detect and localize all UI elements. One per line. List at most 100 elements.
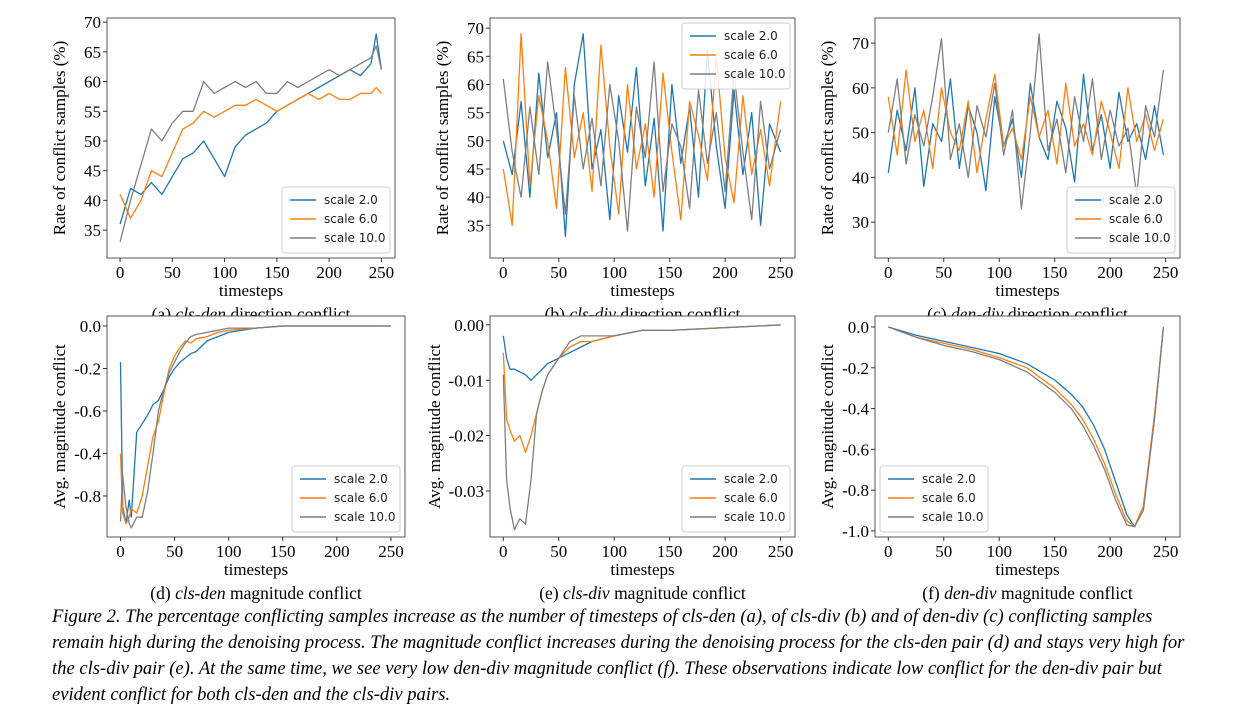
x-tick-label: 250 <box>768 542 794 561</box>
subplot-f: 0 50 100 150 200 250 0.0 -0.2 -0.4 -0.6 -0.8 -1.0 ti… <box>818 315 1181 603</box>
legend-label: scale 6.0 <box>724 48 778 62</box>
series-line-scale-6-0 <box>887 69 1165 174</box>
figure-caption: Figure 2. The percentage conflicting sam… <box>52 606 1185 705</box>
legend-label: scale 2.0 <box>324 193 378 207</box>
subplot-caption: (f) den-div magnitude conflict <box>922 583 1133 603</box>
series-line-scale-10-0 <box>888 326 1165 528</box>
y-tick-label: -0.03 <box>449 482 484 501</box>
legend-label: scale 2.0 <box>724 472 778 486</box>
series-line-scale-10-0 <box>502 61 782 232</box>
legend-label: scale 6.0 <box>1109 212 1163 226</box>
subplot-a: 0 50 100 150 200 250 35 40 45 50 55 60 65 70 timesteps… <box>50 13 396 324</box>
legend: scale 2.0 scale 6.0 scale 10.0 <box>291 465 401 533</box>
y-tick-label: 0.00 <box>454 316 484 335</box>
series-line-scale-6-0 <box>119 325 391 525</box>
caption-part: den-div <box>944 583 997 603</box>
legend-frame <box>291 465 401 533</box>
x-tick-label: 0 <box>116 263 125 282</box>
x-tick-label: 50 <box>935 542 952 561</box>
y-tick-label: 0.0 <box>848 318 869 337</box>
series-line-scale-10-0 <box>119 325 391 529</box>
x-tick-label: 250 <box>1153 263 1179 282</box>
legend: scale 2.0 scale 6.0 scale 10.0 <box>879 465 989 533</box>
y-tick-label: -1.0 <box>842 522 869 541</box>
x-tick-label: 150 <box>1042 263 1068 282</box>
x-tick-label: 0 <box>499 263 508 282</box>
x-tick-label: 250 <box>369 263 395 282</box>
x-tick-label: 200 <box>712 542 738 561</box>
y-tick-label: 60 <box>852 79 869 98</box>
x-tick-label: 100 <box>601 542 627 561</box>
x-tick-label: 200 <box>324 542 350 561</box>
legend-label: scale 2.0 <box>334 472 388 486</box>
legend: scale 2.0 scale 6.0 scale 10.0 <box>681 465 791 533</box>
x-tick-label: 200 <box>1097 542 1123 561</box>
x-tick-label: 150 <box>657 263 683 282</box>
y-axis-label: Avg. magnitude conflict <box>818 344 837 509</box>
x-tick-label: 0 <box>884 542 893 561</box>
y-tick-label: 70 <box>852 34 869 53</box>
x-tick-label: 100 <box>212 263 238 282</box>
legend-frame <box>1066 186 1176 254</box>
y-tick-label: 40 <box>467 188 484 207</box>
y-axis-label: Avg. magnitude conflict <box>425 344 444 509</box>
legend-label: scale 10.0 <box>1109 231 1170 245</box>
legend: scale 2.0 scale 6.0 scale 10.0 <box>681 22 791 90</box>
subplot-b: 0 50 100 150 200 250 35 40 45 50 55 60 65 70 timesteps… <box>433 17 796 324</box>
y-tick-label: -0.02 <box>449 427 484 446</box>
legend-label: scale 6.0 <box>334 491 388 505</box>
y-tick-label: 50 <box>467 132 484 151</box>
subplot-caption: (d) cls-den magnitude conflict <box>150 583 362 603</box>
y-tick-label: 45 <box>467 160 484 179</box>
y-axis-label: Rate of conflict samples (%) <box>818 41 837 236</box>
y-tick-label: 65 <box>467 47 484 66</box>
series-line-scale-10-0 <box>502 324 781 531</box>
y-tick-label: 30 <box>852 213 869 232</box>
y-tick-label: 60 <box>84 73 101 92</box>
x-tick-label: 150 <box>657 542 683 561</box>
x-tick-label: 100 <box>986 542 1012 561</box>
caption-part: (f) <box>922 583 944 603</box>
x-tick-label: 250 <box>768 263 794 282</box>
y-tick-label: -0.6 <box>842 440 869 459</box>
y-tick-label: 50 <box>84 132 101 151</box>
y-axis-label: Rate of conflict samples (%) <box>433 41 452 236</box>
x-tick-label: 250 <box>1153 542 1179 561</box>
caption-part: magnitude conflict <box>226 583 362 603</box>
y-tick-label: 0.0 <box>80 317 101 336</box>
x-tick-label: 0 <box>884 263 893 282</box>
x-tick-label: 150 <box>264 263 290 282</box>
subplot-c: 0 50 100 150 200 250 30 40 50 60 70 timesteps Rate o… <box>818 17 1181 324</box>
legend-label: scale 2.0 <box>724 29 778 43</box>
x-tick-label: 50 <box>550 542 567 561</box>
y-tick-label: 45 <box>84 162 101 181</box>
y-tick-label: -0.4 <box>842 400 869 419</box>
series-line-scale-6-0 <box>888 326 1165 528</box>
legend-label: scale 2.0 <box>1109 193 1163 207</box>
y-tick-label: -0.6 <box>74 402 101 421</box>
y-tick-label: -0.2 <box>842 359 869 378</box>
legend-label: scale 2.0 <box>922 472 976 486</box>
caption-part: magnitude conflict <box>997 583 1133 603</box>
legend-label: scale 10.0 <box>334 510 395 524</box>
series-line-scale-6-0 <box>502 33 782 226</box>
legend-label: scale 10.0 <box>724 510 785 524</box>
x-tick-label: 100 <box>986 263 1012 282</box>
subplot-caption: (e) cls-div magnitude conflict <box>539 583 746 603</box>
legend-label: scale 6.0 <box>324 212 378 226</box>
legend-frame <box>281 186 391 254</box>
legend-label: scale 6.0 <box>724 491 778 505</box>
x-axis-label: timesteps <box>610 281 674 300</box>
x-axis-label: timesteps <box>995 560 1059 579</box>
x-tick-label: 200 <box>712 263 738 282</box>
y-tick-label: 40 <box>84 191 101 210</box>
y-axis-label: Avg. magnitude conflict <box>50 344 69 509</box>
x-tick-label: 50 <box>164 263 181 282</box>
x-tick-label: 0 <box>116 542 125 561</box>
series-line-scale-2-0 <box>119 325 391 525</box>
series-line-scale-10-0 <box>119 45 383 243</box>
legend-frame <box>681 465 791 533</box>
y-tick-label: 50 <box>852 124 869 143</box>
legend: scale 2.0 scale 6.0 scale 10.0 <box>281 186 391 254</box>
